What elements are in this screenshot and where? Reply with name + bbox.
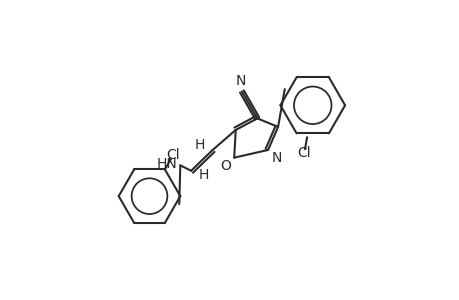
Text: H: H — [194, 138, 205, 152]
Text: O: O — [220, 159, 230, 173]
Text: N: N — [271, 152, 281, 166]
Text: Cl: Cl — [297, 146, 310, 160]
Text: H: H — [198, 168, 209, 182]
Text: Cl: Cl — [166, 148, 179, 163]
Text: N: N — [235, 74, 245, 88]
Text: HN: HN — [156, 157, 177, 171]
